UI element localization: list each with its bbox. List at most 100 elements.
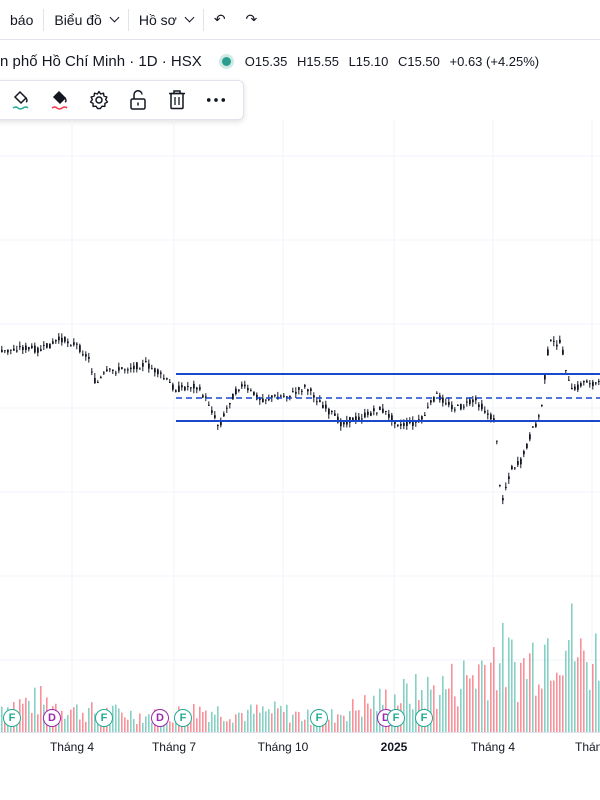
financials-event-marker[interactable]: F xyxy=(95,709,113,727)
volume-bar xyxy=(415,674,417,732)
symbol-title[interactable]: n phố Hồ Chí Minh · 1D · HSX xyxy=(0,52,202,70)
volume-bar xyxy=(34,687,36,732)
volume-bar xyxy=(61,710,63,732)
x-tick-label: Tháng xyxy=(574,740,600,754)
candle-body xyxy=(241,384,243,387)
candle-body xyxy=(451,404,453,410)
volume-bar xyxy=(445,689,447,732)
volume-bar xyxy=(376,711,378,732)
redo-icon[interactable]: ↷ xyxy=(245,11,258,27)
volume-bar xyxy=(334,722,336,732)
settings-gear-icon[interactable] xyxy=(89,88,109,112)
candle-body xyxy=(586,380,588,383)
volume-bar xyxy=(475,688,477,732)
candle-body xyxy=(37,347,39,353)
financials-event-marker[interactable]: F xyxy=(387,709,405,727)
symbol-legend: n phố Hồ Chí Minh · 1D · HSX O15.35 H15.… xyxy=(0,48,539,74)
candle-body xyxy=(190,387,192,389)
candle-body xyxy=(34,345,36,353)
candle-body xyxy=(583,380,585,383)
volume-bar xyxy=(523,658,525,732)
candle-body xyxy=(61,337,63,343)
volume-bar xyxy=(259,712,261,732)
candle-body xyxy=(226,407,228,409)
volume-bar xyxy=(301,721,303,732)
candle-body xyxy=(79,345,81,352)
candle-body xyxy=(424,414,426,416)
chart-type-label: Biểu đồ xyxy=(54,11,102,28)
volume-bar xyxy=(226,721,228,732)
candle-body xyxy=(529,434,531,440)
trash-icon[interactable] xyxy=(167,88,187,112)
volume-bar xyxy=(118,708,120,732)
candle-body xyxy=(550,339,552,341)
volume-bar xyxy=(466,675,468,732)
chart-grid xyxy=(0,120,600,732)
indicators-menu-partial[interactable]: báo xyxy=(0,0,43,40)
volume-bar xyxy=(448,688,450,732)
candle-body xyxy=(55,339,57,342)
candle-body xyxy=(481,403,483,410)
financials-event-marker[interactable]: F xyxy=(174,709,192,727)
volume-bar xyxy=(562,675,564,732)
candle-body xyxy=(397,424,399,426)
volume-bar xyxy=(235,714,237,732)
volume-bar xyxy=(58,715,60,732)
candle-body xyxy=(406,421,408,426)
volume-bar xyxy=(535,695,537,732)
candle-body xyxy=(484,410,486,413)
candle-body xyxy=(391,415,393,422)
candle-body xyxy=(412,420,414,426)
volume-bar xyxy=(208,722,210,732)
candle-body xyxy=(472,399,474,403)
dividend-event-marker[interactable]: D xyxy=(43,709,61,727)
volume-bar xyxy=(307,709,309,732)
volume-bar xyxy=(490,662,492,732)
volume-bar xyxy=(199,706,201,732)
candle-body xyxy=(1,349,3,353)
volume-bar xyxy=(316,722,318,732)
financials-event-marker[interactable]: F xyxy=(3,709,21,727)
volume-bar xyxy=(172,722,174,732)
volume-bar xyxy=(109,717,111,732)
volume-bar xyxy=(76,704,78,732)
chevron-down-icon xyxy=(184,12,195,23)
low-value: L15.10 xyxy=(348,53,389,69)
candle-body xyxy=(448,401,450,405)
financials-event-marker[interactable]: F xyxy=(310,709,328,727)
more-icon[interactable] xyxy=(206,88,226,112)
volume-bar xyxy=(286,704,288,732)
financials-event-marker[interactable]: F xyxy=(415,709,433,727)
volume-bar xyxy=(136,724,138,732)
volume-bar xyxy=(532,642,534,732)
chart-type-dropdown[interactable]: Biểu đồ xyxy=(44,0,127,40)
candle-body xyxy=(19,346,21,348)
volume-bar xyxy=(472,675,474,732)
volume-bar xyxy=(463,660,465,732)
candle-body xyxy=(166,378,168,380)
candle-body xyxy=(211,410,213,413)
candle-body xyxy=(157,369,159,375)
candle-body xyxy=(154,368,156,373)
candle-body xyxy=(172,384,174,390)
candle-body xyxy=(577,384,579,390)
profile-dropdown[interactable]: Hồ sơ xyxy=(129,0,203,40)
volume-bar xyxy=(538,684,540,732)
candle-body xyxy=(460,404,462,410)
candle-body xyxy=(511,466,513,470)
volume-bar xyxy=(436,708,438,732)
candle-body xyxy=(148,363,150,369)
undo-icon[interactable]: ↶ xyxy=(213,11,226,27)
candle-body xyxy=(175,390,177,392)
parallel-channel-drawing[interactable] xyxy=(176,373,600,422)
fill-color-icon[interactable] xyxy=(50,88,70,112)
candle-body xyxy=(187,386,189,388)
line-color-icon[interactable] xyxy=(11,88,31,112)
dividend-event-marker[interactable]: D xyxy=(151,709,169,727)
price-chart[interactable] xyxy=(0,120,600,760)
volume-bar xyxy=(142,722,144,732)
volume-bar xyxy=(277,708,279,732)
unlock-icon[interactable] xyxy=(128,88,148,112)
candle-body xyxy=(469,399,471,405)
candle-body xyxy=(325,404,327,409)
